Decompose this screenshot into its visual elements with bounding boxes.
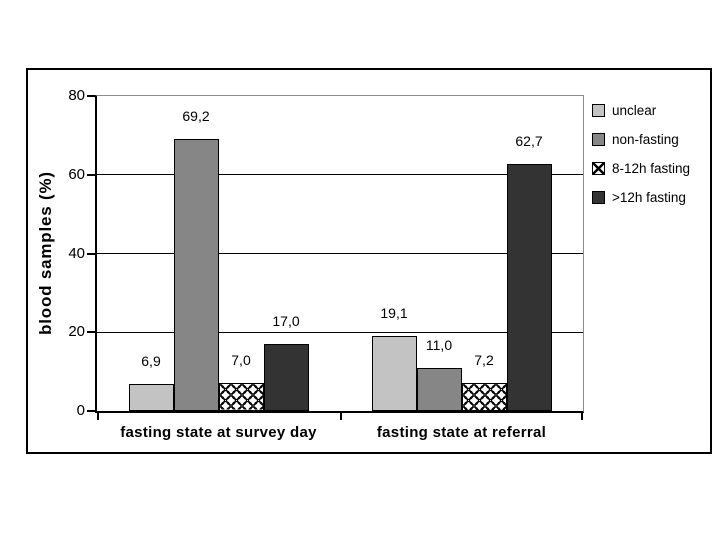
bar-value-label: 17,0 (272, 313, 300, 330)
x-axis-tick-2 (581, 411, 583, 420)
bar-8-12h-fasting-1 (461, 382, 507, 411)
bar-value-label: 19,1 (380, 304, 408, 321)
legend-label: non-fasting (612, 132, 679, 147)
fishscale-fill (462, 383, 506, 410)
bar-unclear-0 (128, 383, 174, 411)
y-axis-tick-label-0: 0 (76, 402, 85, 419)
category-label-referral: fasting state at referral (376, 424, 547, 441)
bar-value-label: 7,0 (231, 352, 251, 369)
legend-swatch-8-12h-fasting-icon (592, 162, 605, 175)
y-axis-tick-80 (87, 95, 95, 97)
legend-item: >12h fasting (592, 183, 690, 212)
bar-value-label: 69,2 (182, 107, 210, 124)
legend-label: >12h fasting (612, 190, 686, 205)
bar-value-label: 7,2 (474, 351, 494, 368)
y-axis-tick-label-80: 80 (68, 87, 85, 104)
plot-area: fasting state at survey day fasting stat… (68, 88, 584, 441)
y-axis-tick-40 (87, 252, 95, 255)
y-axis-tick-60 (87, 173, 95, 176)
fishscale-fill (219, 384, 263, 410)
gridline-60 (97, 174, 583, 176)
bar-value-label: 62,7 (515, 133, 543, 150)
legend-swatch-12h-fasting-icon (592, 191, 605, 204)
bar-12h-fasting-0 (263, 344, 309, 411)
gridline-20 (97, 331, 583, 333)
y-axis-tick-0 (87, 410, 95, 412)
y-axis-tick-label-40: 40 (68, 244, 85, 262)
y-axis-tick-20 (87, 331, 95, 334)
legend-item: 8-12h fasting (592, 154, 690, 183)
legend: unclear non-fasting 8-12h fasting >12h fast… (592, 96, 690, 212)
y-axis-tick-label-20: 20 (68, 323, 85, 341)
x-axis-tick-1 (340, 411, 342, 420)
bar-value-label: 6,9 (141, 352, 161, 369)
bar-12h-fasting-1 (506, 164, 552, 411)
legend-item: non-fasting (592, 125, 690, 154)
legend-swatch-non-fasting-icon (592, 133, 605, 146)
bar-value-label: 11,0 (425, 336, 453, 353)
legend-swatch-unclear-icon (592, 104, 605, 117)
gridline-40 (97, 253, 583, 254)
legend-label: unclear (612, 103, 657, 118)
y-axis-tick-label-60: 60 (68, 165, 85, 183)
bar-non-fasting-0 (173, 138, 219, 411)
legend-item: unclear (592, 96, 690, 125)
category-label-survey-day: fasting state at survey day (120, 424, 317, 441)
bar-8-12h-fasting-0 (218, 383, 264, 411)
legend-label: 8-12h fasting (612, 161, 691, 176)
bar-non-fasting-1 (416, 367, 462, 411)
bar-unclear-1 (371, 335, 417, 411)
x-axis-tick-0 (97, 411, 99, 420)
